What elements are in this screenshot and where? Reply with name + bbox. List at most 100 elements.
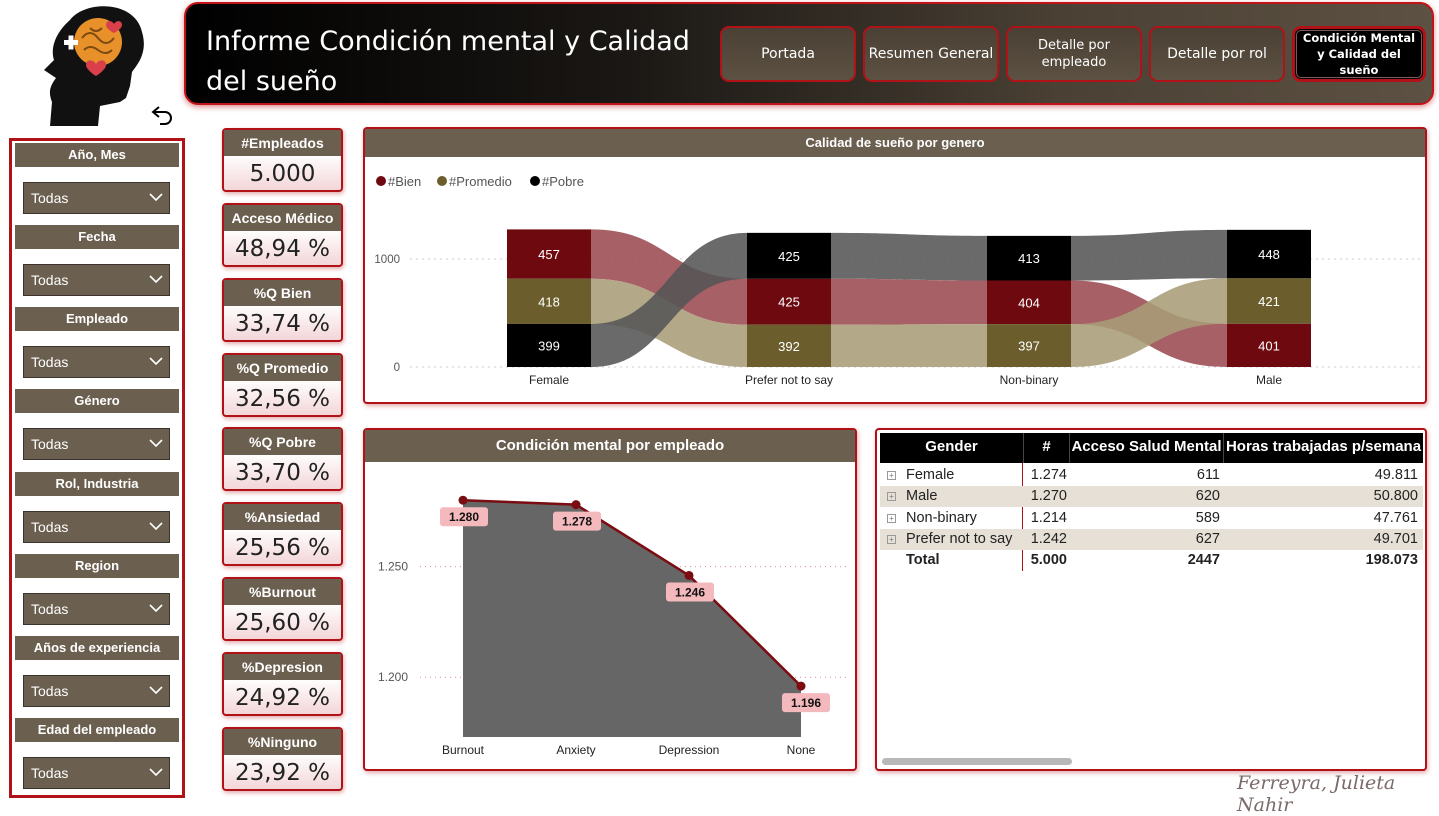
table-row[interactable]: + Non-binary 1.214 589 47.761 (880, 508, 1423, 529)
data-label: 425 (778, 249, 800, 264)
data-point[interactable] (684, 570, 694, 580)
bar-segment-bien[interactable] (507, 229, 591, 279)
gender-table: Gender # Acceso Salud Mental Horas traba… (875, 428, 1427, 771)
expand-icon[interactable]: + (887, 492, 896, 501)
col-header-count[interactable]: # (1024, 433, 1070, 463)
cell-horas: 50.800 (1373, 488, 1418, 504)
expand-icon[interactable]: + (887, 514, 896, 523)
y-tick-label: 0 (394, 362, 400, 374)
bar-segment-promedio[interactable] (1227, 278, 1311, 324)
kpi-value: 48,94 % (234, 236, 330, 262)
chevron-down-icon (149, 522, 163, 531)
kpi-value: 33,70 % (234, 460, 330, 486)
kpi-value: 32,56 % (234, 386, 330, 412)
legend-label[interactable]: #Promedio (449, 174, 512, 189)
slicer-dropdown-fecha[interactable]: Todas (23, 264, 170, 296)
data-label-bg (553, 511, 601, 531)
slicer-dropdown-ano-mes[interactable]: Todas (23, 182, 170, 214)
area-chart-panel: Condición mental por empleado 1.200 1.250… (363, 428, 857, 771)
kpi-value: 25,56 % (234, 535, 330, 561)
data-label-bg (782, 693, 830, 713)
cell-count: 1.214 (1030, 510, 1067, 526)
slicer-value: Todas (31, 272, 69, 288)
nav-detalle-rol-button[interactable]: Detalle por rol (1149, 26, 1285, 82)
bar-segment-promedio[interactable] (507, 278, 591, 324)
slicer-label: Rol, Industria (15, 472, 179, 496)
slicer-dropdown-empleado[interactable]: Todas (23, 346, 170, 378)
bar-segment-promedio[interactable] (987, 324, 1071, 367)
bar-segment-promedio[interactable] (747, 324, 831, 367)
slicer-label: Género (15, 389, 179, 413)
data-label: 1.280 (449, 510, 479, 524)
cell-horas: 47.761 (1373, 510, 1418, 526)
data-label: 413 (1018, 251, 1040, 266)
cell-total-acceso: 2447 (1187, 552, 1220, 568)
nav-resumen-general-button[interactable]: Resumen General (863, 26, 999, 82)
slicer-dropdown-anos-experiencia[interactable]: Todas (23, 675, 170, 707)
area-line (462, 498, 802, 687)
slicer-dropdown-rol-industria[interactable]: Todas (23, 511, 170, 543)
y-tick-label: 1000 (374, 254, 400, 266)
ribbon-bien[interactable] (591, 229, 747, 325)
ribbon-promedio[interactable] (1071, 278, 1227, 367)
slicer-value: Todas (31, 354, 69, 370)
table-row[interactable]: + Female 1.274 611 49.811 (880, 465, 1423, 486)
bar-segment-bien[interactable] (987, 280, 1071, 325)
data-label: 397 (1018, 339, 1040, 354)
nav-detalle-empleado-button[interactable]: Detalle por empleado (1006, 26, 1142, 82)
cell-acceso: 589 (1195, 510, 1220, 526)
bar-segment-bien[interactable] (747, 278, 831, 325)
brain-head-logo (30, 2, 180, 127)
chevron-down-icon (149, 193, 163, 202)
cell-horas: 49.811 (1374, 467, 1418, 483)
bar-segment-bien[interactable] (1227, 323, 1311, 367)
kpi-card-q-bien: %Q Bien 33,74 % (222, 278, 343, 342)
data-point[interactable] (796, 681, 806, 691)
expand-icon[interactable]: + (887, 535, 896, 544)
col-header-gender[interactable]: Gender (880, 433, 1024, 463)
kpi-value: 33,74 % (234, 311, 330, 337)
slicer-dropdown-edad-empleado[interactable]: Todas (23, 757, 170, 789)
col-header-horas[interactable]: Horas trabajadas p/semana (1225, 438, 1422, 455)
slicer-dropdown-region[interactable]: Todas (23, 593, 170, 625)
chevron-down-icon (149, 686, 163, 695)
table-row[interactable]: + Male 1.270 620 50.800 (880, 486, 1423, 507)
cell-count: 1.270 (1030, 488, 1067, 504)
legend-swatch (530, 176, 540, 186)
back-arrow-icon[interactable] (150, 103, 176, 127)
nav-condicion-mental-button[interactable]: Condición Mental y Calidad del sueño (1292, 26, 1426, 82)
ribbon-chart-panel: Calidad de sueño por genero #Bien #Promed… (363, 127, 1427, 404)
kpi-label: %Burnout (224, 579, 341, 605)
bar-segment-pobre[interactable] (1227, 229, 1311, 279)
kpi-card-burnout: %Burnout 25,60 % (222, 577, 343, 641)
data-label: 401 (1258, 338, 1280, 353)
ribbon-pobre[interactable] (591, 232, 747, 367)
bar-segment-pobre[interactable] (987, 235, 1071, 281)
nav-portada-button[interactable]: Portada (720, 26, 856, 82)
ribbon-promedio[interactable] (591, 278, 747, 367)
data-point[interactable] (571, 500, 581, 510)
ribbon-bien[interactable] (831, 278, 987, 325)
legend-swatch (376, 176, 386, 186)
bar-segment-pobre[interactable] (507, 323, 591, 367)
ribbon-promedio[interactable] (831, 324, 987, 367)
col-header-acceso[interactable]: Acceso Salud Mental (1070, 433, 1224, 463)
legend-label[interactable]: #Pobre (542, 174, 584, 189)
ribbon-pobre[interactable] (1071, 229, 1227, 281)
horizontal-scrollbar[interactable] (882, 758, 1072, 765)
ribbon-chart: #Bien #Promedio #Pobre 0 1000 457 418 399 Female… (374, 174, 1420, 387)
table-total-row: Total 5.000 2447 198.073 (880, 550, 1423, 571)
slicer-value: Todas (31, 601, 69, 617)
slicer-dropdown-genero[interactable]: Todas (23, 428, 170, 460)
slicer-value: Todas (31, 519, 69, 535)
expand-icon[interactable]: + (887, 471, 896, 480)
legend-label[interactable]: #Bien (388, 174, 421, 189)
kpi-card-depresion: %Depresion 24,92 % (222, 652, 343, 716)
kpi-label: Acceso Médico (224, 205, 341, 231)
data-point[interactable] (458, 495, 468, 505)
table-row[interactable]: + Prefer not to say 1.242 627 49.701 (880, 529, 1423, 550)
bar-segment-pobre[interactable] (747, 232, 831, 279)
kpi-card-q-promedio: %Q Promedio 32,56 % (222, 353, 343, 417)
cell-gender: Male (906, 488, 938, 504)
ribbon-pobre[interactable] (831, 232, 987, 281)
